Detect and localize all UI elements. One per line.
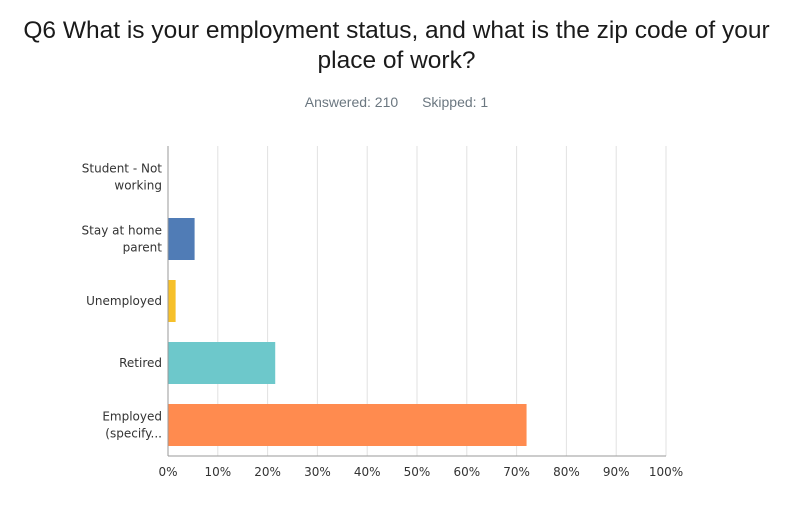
category-label: working [114, 179, 162, 193]
bar [168, 218, 195, 260]
category-label: (specify... [105, 427, 162, 441]
x-tick-label: 20% [254, 465, 281, 479]
response-stats: Answered: 210 Skipped: 1 [0, 94, 793, 110]
answered-count: Answered: 210 [304, 94, 399, 110]
category-label: Student - Not [82, 162, 163, 176]
x-tick-label: 40% [354, 465, 381, 479]
x-tick-label: 70% [503, 465, 530, 479]
bar [168, 404, 527, 446]
category-label: Employed [102, 410, 162, 424]
x-tick-label: 50% [404, 465, 431, 479]
category-label: Retired [119, 356, 162, 370]
title-line-1: Q6 What is your employment status, and w… [23, 17, 770, 44]
skipped-count: Skipped: 1 [422, 94, 489, 110]
x-tick-label: 100% [649, 465, 683, 479]
x-tick-label: 10% [204, 465, 231, 479]
title-line-2: place of work? [317, 47, 476, 74]
x-tick-label: 60% [453, 465, 480, 479]
x-tick-label: 90% [603, 465, 630, 479]
x-tick-label: 30% [304, 465, 331, 479]
category-label: Stay at home [82, 224, 162, 238]
bar [168, 342, 276, 384]
category-label: parent [123, 241, 163, 255]
x-tick-label: 80% [553, 465, 580, 479]
x-tick-label: 0% [158, 465, 177, 479]
bar [168, 280, 176, 322]
question-title: Q6 What is your employment status, and w… [0, 16, 793, 76]
category-label: Unemployed [86, 294, 162, 308]
